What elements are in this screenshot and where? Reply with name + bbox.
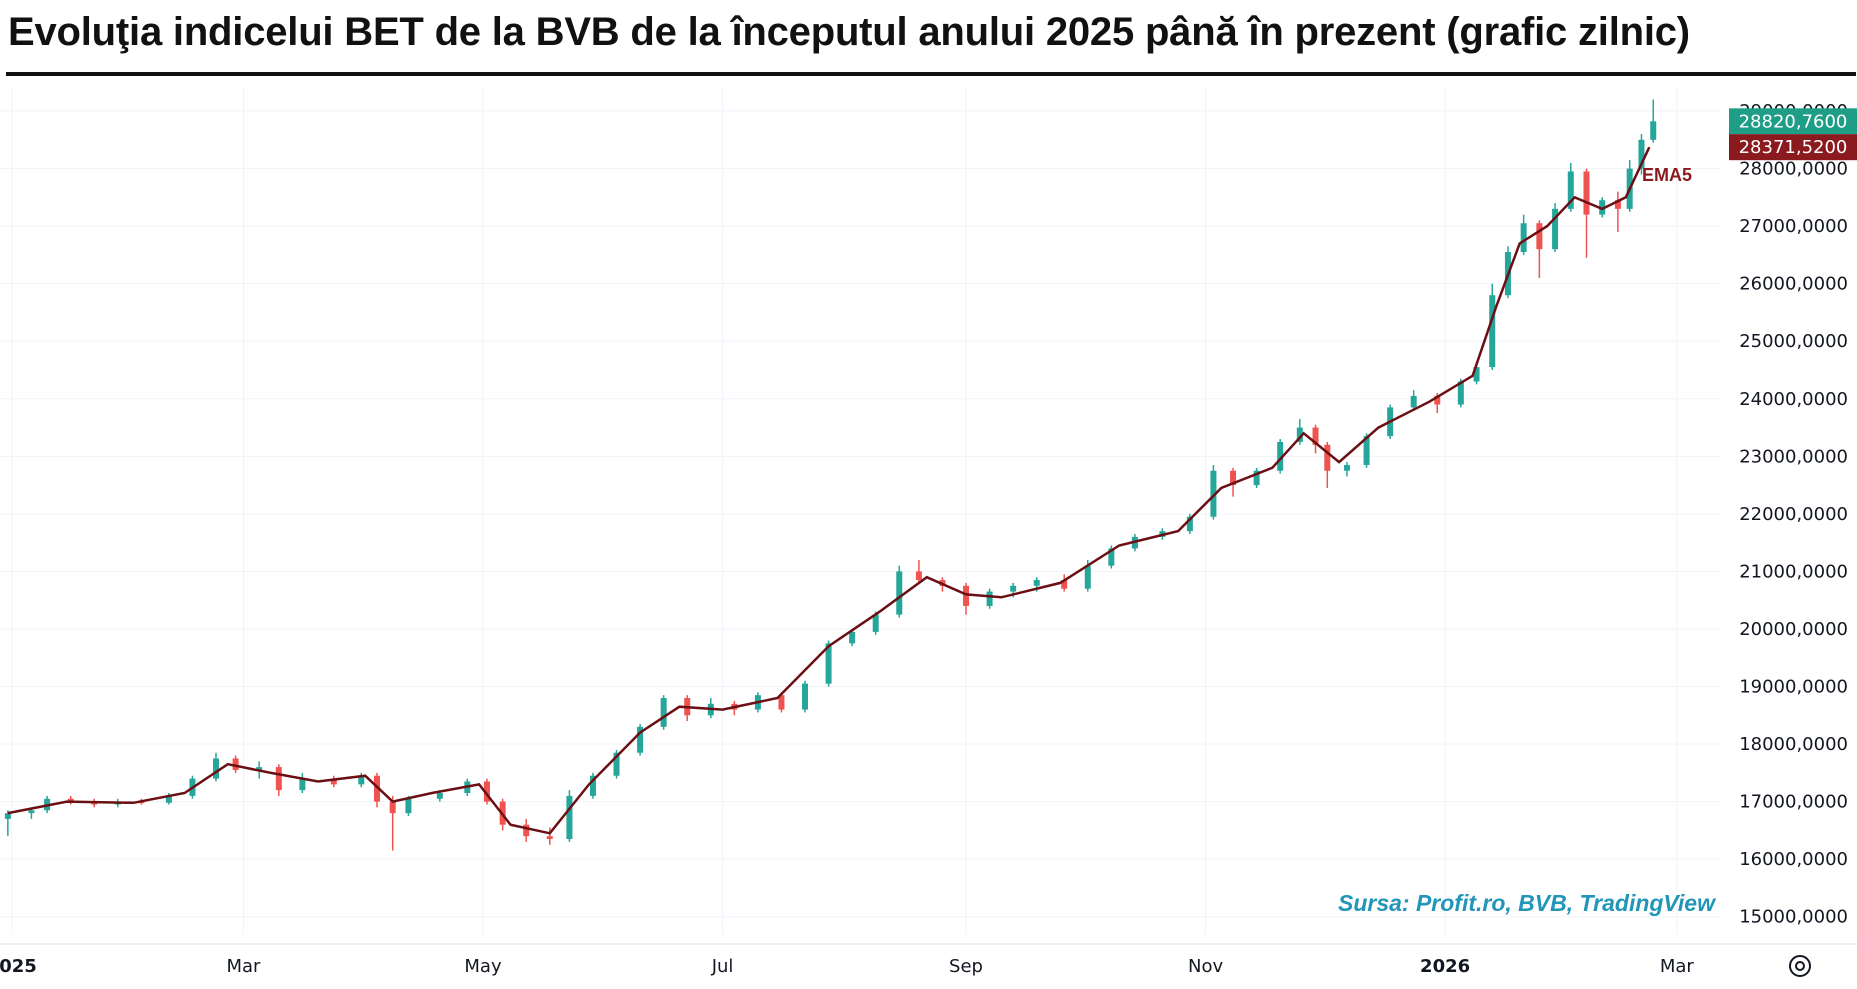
ema5-line — [7, 146, 1651, 835]
x-tick-label: 2026 — [1420, 956, 1470, 977]
candle — [566, 790, 573, 842]
candle — [915, 559, 922, 583]
ema-value-label: 28371,5200 — [1739, 137, 1848, 158]
price-axis[interactable]: 15000,0000 16000,0000 17000,0000 18000,0000… — [1739, 101, 1848, 928]
candle — [389, 795, 396, 851]
x-tick-label: Sep — [949, 956, 983, 977]
source-note: Sursa: Profit.ro, BVB, TradingView — [1338, 890, 1717, 916]
candle — [660, 695, 667, 730]
candle — [1614, 191, 1621, 232]
chart-title: Evoluţia indicelui BET de la BVB de la î… — [8, 10, 1690, 54]
candle — [1583, 168, 1590, 258]
y-tick-label: 25000,0000 — [1739, 331, 1848, 352]
y-tick-label: 23000,0000 — [1739, 446, 1848, 467]
x-tick-label: Nov — [1188, 956, 1223, 977]
candle — [1489, 283, 1496, 370]
candle — [637, 723, 644, 756]
candle — [523, 818, 530, 842]
candle — [825, 640, 832, 687]
y-tick-label: 18000,0000 — [1739, 734, 1848, 755]
y-tick-label: 16000,0000 — [1739, 849, 1848, 870]
candle — [330, 775, 337, 788]
y-tick-label: 27000,0000 — [1739, 216, 1848, 237]
y-tick-label: 22000,0000 — [1739, 504, 1848, 525]
candle — [1650, 99, 1657, 143]
candle — [483, 778, 490, 805]
y-tick-label: 17000,0000 — [1739, 792, 1848, 813]
candle — [1253, 467, 1260, 488]
x-tick-label: Mar — [1660, 956, 1695, 977]
ema-series-label: EMA5 — [1642, 165, 1692, 185]
y-tick-label: 26000,0000 — [1739, 274, 1848, 295]
candle — [1061, 574, 1068, 592]
candle — [802, 680, 809, 713]
y-tick-label: 20000,0000 — [1739, 619, 1848, 640]
candle — [1410, 390, 1417, 411]
candle — [963, 582, 970, 615]
candle — [1312, 424, 1319, 454]
candle — [1520, 214, 1527, 255]
candle — [1296, 418, 1303, 445]
time-axis[interactable]: 2025 Mar May Jul Sep Nov 2026 Mar — [0, 943, 1857, 977]
candle — [275, 764, 282, 796]
candle — [232, 755, 239, 773]
gear-icon[interactable] — [1789, 955, 1811, 977]
y-tick-label: 15000,0000 — [1739, 907, 1848, 928]
candle — [896, 565, 903, 618]
x-tick-label: Jul — [711, 956, 734, 977]
candle — [546, 827, 553, 845]
candle — [373, 772, 380, 808]
ema-series — [7, 146, 1651, 835]
candle — [1324, 441, 1331, 488]
candle — [849, 628, 856, 647]
y-tick-label: 24000,0000 — [1739, 389, 1848, 410]
x-tick-label: 2025 — [0, 956, 37, 977]
grid-lines — [0, 88, 1720, 934]
last-price-label: 28820,7600 — [1739, 111, 1848, 132]
x-tick-label: Mar — [226, 956, 261, 977]
candle — [1567, 162, 1574, 212]
y-tick-label: 19000,0000 — [1739, 677, 1848, 698]
candle — [4, 810, 11, 837]
x-tick-label: May — [464, 956, 502, 977]
candle — [1343, 462, 1350, 477]
ema-value-tag: 28371,5200 — [1729, 134, 1857, 161]
candle — [589, 772, 596, 799]
candle — [299, 772, 306, 793]
candle — [1277, 439, 1284, 474]
last-price-tag: 28820,7600 — [1729, 108, 1857, 135]
candle — [1638, 134, 1645, 175]
candle — [1599, 197, 1606, 218]
candle — [1186, 513, 1193, 535]
candle — [212, 752, 219, 782]
candle — [986, 588, 993, 609]
y-tick-label: 28000,0000 — [1739, 159, 1848, 180]
candle — [1210, 464, 1217, 520]
candle — [1552, 203, 1559, 253]
candle — [67, 795, 74, 805]
candlestick-series — [4, 99, 1657, 851]
price-tags: 28820,7600 28371,5200 EMA5 — [1642, 108, 1857, 185]
title-underline — [6, 72, 1856, 76]
y-tick-label: 21000,0000 — [1739, 561, 1848, 582]
candle — [613, 749, 620, 779]
